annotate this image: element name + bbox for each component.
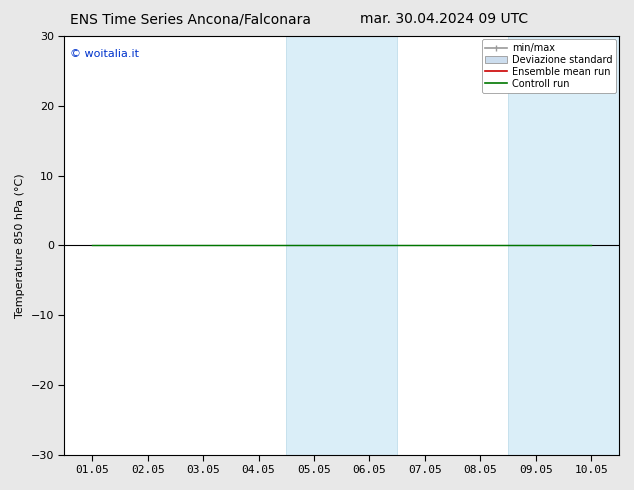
Bar xyxy=(508,36,619,455)
Y-axis label: Temperature 850 hPa (°C): Temperature 850 hPa (°C) xyxy=(15,173,25,318)
Bar xyxy=(287,36,397,455)
Text: ENS Time Series Ancona/Falconara: ENS Time Series Ancona/Falconara xyxy=(70,12,311,26)
Text: © woitalia.it: © woitalia.it xyxy=(70,49,139,59)
Legend: min/max, Deviazione standard, Ensemble mean run, Controll run: min/max, Deviazione standard, Ensemble m… xyxy=(482,39,616,93)
Text: mar. 30.04.2024 09 UTC: mar. 30.04.2024 09 UTC xyxy=(359,12,528,26)
